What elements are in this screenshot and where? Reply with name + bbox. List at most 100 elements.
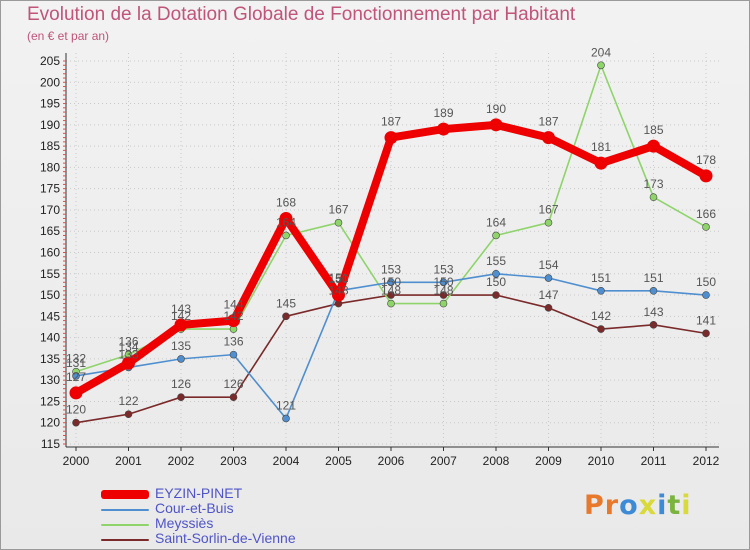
chart-series — [69, 61, 713, 427]
data-label-cour-et-buis: 155 — [486, 254, 506, 268]
y-tick-label: 150 — [40, 288, 60, 302]
data-label-meyssies: 166 — [696, 207, 716, 221]
data-point-eyzin-pinet — [174, 318, 188, 332]
data-label-saint-sorlin-de-vienne: 143 — [643, 305, 663, 319]
data-point-meyssies — [387, 299, 395, 308]
data-point-meyssies — [649, 193, 658, 201]
data-label-saint-sorlin-de-vienne: 150 — [486, 275, 506, 289]
data-point-saint-sorlin-de-vienne — [229, 393, 238, 401]
data-label-saint-sorlin-de-vienne: 126 — [171, 377, 191, 391]
data-point-cour-et-buis — [597, 286, 605, 295]
data-label-cour-et-buis: 133 — [118, 347, 138, 361]
data-point-cour-et-buis — [649, 286, 658, 295]
data-label-cour-et-buis: 131 — [66, 356, 86, 370]
data-label-cour-et-buis: 136 — [223, 335, 243, 349]
data-point-eyzin-pinet — [699, 169, 713, 183]
data-point-eyzin-pinet — [384, 131, 398, 145]
data-label-saint-sorlin-de-vienne: 145 — [276, 296, 296, 310]
data-label-saint-sorlin-de-vienne: 122 — [118, 394, 138, 408]
x-tick-label: 2012 — [693, 454, 720, 468]
logo-letter: x — [638, 490, 658, 521]
data-label-eyzin-pinet: 150 — [328, 272, 348, 286]
data-label-cour-et-buis: 151 — [643, 271, 663, 285]
x-tick-label: 2004 — [273, 454, 300, 468]
legend-swatch-eyzin-pinet — [101, 490, 149, 499]
data-label-saint-sorlin-de-vienne: 120 — [66, 403, 86, 417]
y-tick-label: 140 — [40, 331, 60, 345]
legend-label-saint-sorlin-de-vienne: Saint-Sorlin-de-Vienne — [155, 530, 296, 546]
legend-label-meyssies: Meyssiès — [155, 515, 214, 531]
data-point-eyzin-pinet — [279, 211, 293, 225]
data-point-eyzin-pinet — [647, 139, 660, 153]
data-point-meyssies — [492, 231, 500, 240]
y-tick-label: 190 — [40, 118, 60, 132]
y-tick-label: 200 — [40, 75, 60, 89]
data-label-meyssies: 167 — [328, 203, 348, 217]
data-point-saint-sorlin-de-vienne — [492, 291, 500, 299]
data-point-eyzin-pinet — [542, 131, 555, 145]
data-point-eyzin-pinet — [227, 314, 240, 328]
data-point-meyssies — [702, 223, 710, 231]
data-label-meyssies: 204 — [591, 45, 611, 59]
x-tick-label: 2009 — [535, 454, 562, 468]
chart-legend: EYZIN-PINET Cour-et-Buis Meyssiès Saint-Sor… — [101, 485, 341, 547]
data-label-meyssies: 173 — [643, 177, 663, 191]
data-label-saint-sorlin-de-vienne: 147 — [538, 288, 558, 302]
data-point-cour-et-buis — [177, 355, 185, 363]
x-tick-label: 2000 — [63, 454, 90, 468]
y-tick-label: 165 — [40, 224, 60, 238]
data-point-cour-et-buis — [544, 274, 553, 282]
data-point-cour-et-buis — [282, 414, 290, 423]
x-tick-label: 2005 — [325, 454, 352, 468]
y-tick-label: 205 — [40, 54, 60, 68]
data-label-saint-sorlin-de-vienne: 150 — [381, 275, 401, 289]
data-point-eyzin-pinet — [332, 288, 345, 302]
y-tick-label: 185 — [40, 139, 60, 153]
data-point-eyzin-pinet — [594, 156, 608, 170]
data-label-meyssies: 148 — [433, 284, 453, 298]
data-point-saint-sorlin-de-vienne — [544, 304, 553, 312]
legend-item-saint-sorlin-de-vienne: Saint-Sorlin-de-Vienne — [101, 530, 341, 547]
data-label-eyzin-pinet: 187 — [381, 115, 401, 129]
data-label-cour-et-buis: 121 — [276, 398, 296, 412]
data-point-cour-et-buis — [492, 269, 500, 278]
data-point-meyssies — [544, 218, 553, 227]
logo-letter: P — [584, 490, 605, 521]
legend-label-eyzin-pinet: EYZIN-PINET — [155, 485, 243, 501]
data-label-saint-sorlin-de-vienne: 126 — [223, 377, 243, 391]
legend-item-cour-et-buis: Cour-et-Buis — [101, 500, 341, 517]
data-label-cour-et-buis: 151 — [328, 271, 348, 285]
data-point-saint-sorlin-de-vienne — [387, 291, 395, 299]
data-label-meyssies: 132 — [66, 352, 86, 366]
data-point-eyzin-pinet — [489, 118, 503, 132]
data-label-cour-et-buis: 151 — [591, 271, 611, 285]
data-point-meyssies — [334, 218, 343, 227]
data-label-cour-et-buis: 153 — [381, 262, 401, 276]
y-tick-label: 135 — [40, 352, 60, 366]
data-point-saint-sorlin-de-vienne — [282, 312, 290, 321]
data-point-meyssies — [282, 231, 290, 240]
legend-swatch-saint-sorlin-de-vienne — [101, 539, 149, 541]
data-label-meyssies: 164 — [276, 215, 296, 229]
data-point-eyzin-pinet — [122, 356, 135, 370]
x-tick-label: 2010 — [588, 454, 615, 468]
data-point-saint-sorlin-de-vienne — [177, 393, 185, 401]
x-tick-label: 2007 — [430, 454, 457, 468]
logo-letter: i — [681, 490, 692, 521]
x-tick-label: 2001 — [115, 454, 142, 468]
data-label-eyzin-pinet: 134 — [118, 340, 138, 354]
data-label-eyzin-pinet: 187 — [538, 115, 558, 129]
data-point-saint-sorlin-de-vienne — [702, 329, 710, 338]
data-label-saint-sorlin-de-vienne: 141 — [696, 313, 716, 327]
legend-swatch-cour-et-buis — [101, 509, 149, 511]
y-tick-label: 120 — [40, 416, 60, 430]
data-label-cour-et-buis: 154 — [538, 258, 558, 272]
data-label-meyssies: 136 — [118, 335, 138, 349]
x-tick-label: 2006 — [378, 454, 405, 468]
data-point-cour-et-buis — [702, 291, 710, 299]
data-point-saint-sorlin-de-vienne — [649, 321, 658, 329]
data-label-cour-et-buis: 135 — [171, 339, 191, 353]
